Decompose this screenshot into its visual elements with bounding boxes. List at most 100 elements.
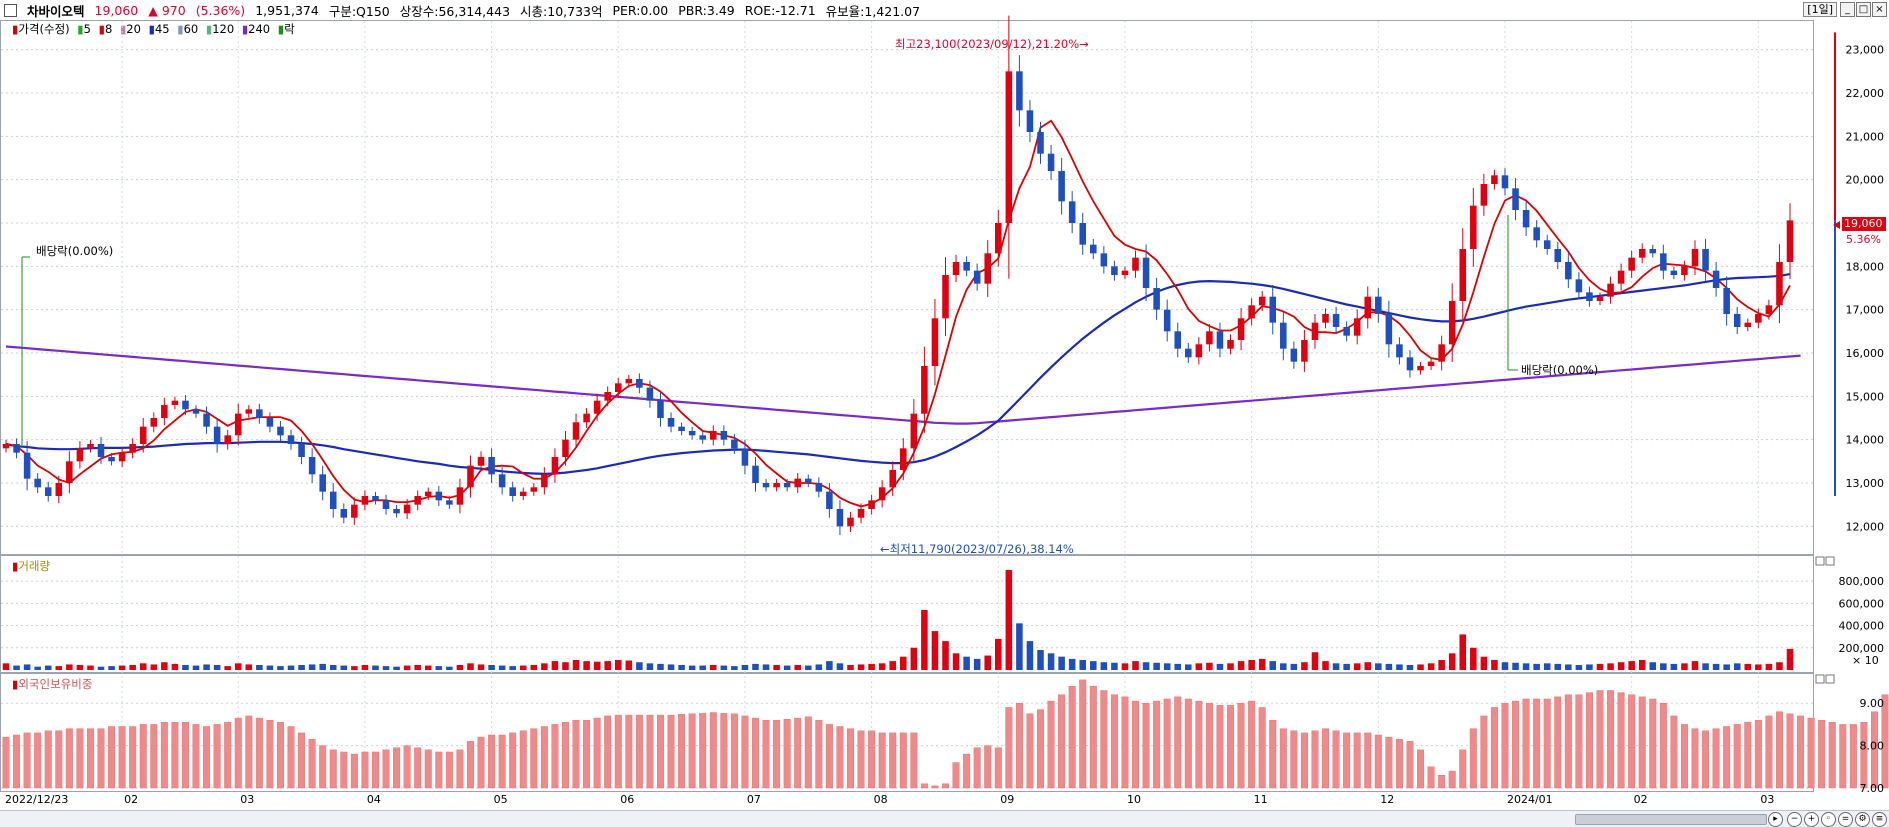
foreign-bar bbox=[1015, 703, 1023, 789]
candle-body bbox=[625, 379, 633, 384]
volume-bar bbox=[562, 662, 569, 670]
select-checkbox[interactable] bbox=[4, 3, 17, 17]
candle-body bbox=[794, 478, 801, 488]
candle-body bbox=[657, 400, 664, 418]
foreign-bar bbox=[994, 747, 1002, 789]
candle-body bbox=[583, 413, 590, 423]
foreign-bar bbox=[181, 722, 189, 789]
stock-name[interactable]: 차바이오텍 bbox=[27, 3, 85, 19]
legend-ma20[interactable]: ▮20 bbox=[119, 22, 141, 36]
candle-body bbox=[1786, 220, 1794, 262]
volume-bar bbox=[182, 665, 189, 670]
candle-body bbox=[372, 496, 379, 501]
candle-body bbox=[1132, 257, 1139, 271]
menu-icon[interactable]: ≡ bbox=[1872, 812, 1887, 827]
candle-body bbox=[329, 491, 337, 509]
volume-bar bbox=[667, 664, 675, 670]
foreign-bar bbox=[1205, 703, 1213, 789]
foreign-bar bbox=[984, 745, 992, 789]
candle-body bbox=[1533, 227, 1540, 241]
last-price-box bbox=[1842, 217, 1886, 231]
candle-body bbox=[1660, 253, 1667, 271]
candle-body bbox=[192, 409, 200, 414]
volume-bar bbox=[1755, 664, 1762, 670]
legend-ma8[interactable]: ▮8 bbox=[98, 22, 113, 36]
candle-body bbox=[1216, 331, 1224, 349]
foreign-bar bbox=[1575, 694, 1583, 789]
candle-body bbox=[1565, 262, 1572, 280]
volume-bar bbox=[1090, 661, 1097, 670]
legend-ma5[interactable]: ▮5 bbox=[77, 22, 91, 36]
volume-bar bbox=[97, 666, 105, 670]
candle-body bbox=[1111, 266, 1118, 275]
volume-tick-label: 200,000 bbox=[1839, 642, 1885, 655]
foreign-bar bbox=[340, 751, 348, 789]
pbr-value: PBR:3.49 bbox=[678, 2, 735, 18]
foreign-bar bbox=[393, 747, 401, 789]
foreign-bar bbox=[1438, 775, 1446, 789]
volume-bar bbox=[1427, 663, 1435, 670]
legend-dividend[interactable]: ▮락 bbox=[277, 22, 295, 36]
candle-body bbox=[382, 500, 390, 509]
zoom-fit-icon[interactable]: = bbox=[1838, 812, 1853, 827]
period-button[interactable]: [1일] bbox=[1803, 2, 1837, 17]
x-tick-label: 10 bbox=[1127, 793, 1141, 806]
settings-icon[interactable]: ⚙ bbox=[1855, 812, 1870, 827]
ma240-line bbox=[5, 345, 1801, 425]
foreign-bar bbox=[1079, 679, 1087, 789]
candle-body bbox=[1280, 322, 1287, 349]
zoom-reset-icon[interactable]: ◦ bbox=[1821, 812, 1836, 827]
float-value: 유보율:1,421.07 bbox=[825, 3, 921, 19]
foreign-bar bbox=[1216, 705, 1224, 789]
zoom-in-icon[interactable]: + bbox=[1804, 812, 1819, 827]
price-tick-label: 16,000 bbox=[1846, 347, 1885, 360]
legend-ma45[interactable]: ▮45 bbox=[148, 22, 170, 36]
volume-bar bbox=[1670, 663, 1678, 670]
candle-body bbox=[1723, 288, 1730, 314]
foreign-bar bbox=[361, 751, 369, 789]
candle-body bbox=[900, 448, 907, 470]
stock-chart[interactable]: 23,00022,00021,00020,00019,00018,00017,0… bbox=[0, 0, 1889, 810]
candle-body bbox=[1153, 288, 1160, 310]
volume-bar bbox=[910, 647, 918, 670]
volume-bar bbox=[1100, 662, 1108, 670]
candle-body bbox=[488, 457, 495, 475]
volume-bar bbox=[1248, 660, 1255, 670]
candle-body bbox=[498, 474, 506, 488]
candle-body bbox=[1332, 314, 1340, 327]
candle-body bbox=[1607, 283, 1614, 297]
volume-bar bbox=[1470, 647, 1477, 670]
foreign-panel-title: ▮외국인보유비중 bbox=[12, 677, 93, 691]
foreign-bar bbox=[424, 749, 432, 789]
minimize-icon[interactable]: _ bbox=[1840, 2, 1855, 17]
volume-bar bbox=[1332, 663, 1340, 670]
foreign-bar bbox=[276, 722, 284, 789]
volume-bar bbox=[783, 665, 791, 670]
horizontal-scrollbar[interactable]: ▸ − + ◦ = ⚙ ≡ bbox=[0, 810, 1889, 827]
maximize-icon[interactable]: □ bbox=[1856, 2, 1871, 17]
foreign-bar bbox=[150, 724, 158, 789]
volume-bar bbox=[1586, 664, 1593, 670]
legend-ma120[interactable]: ▮120 bbox=[205, 22, 235, 36]
candle-body bbox=[1712, 270, 1720, 288]
candle-body bbox=[836, 509, 844, 527]
volume-bar bbox=[657, 663, 664, 670]
legend-ma240[interactable]: ▮240 bbox=[241, 22, 271, 36]
volume-bar bbox=[1237, 661, 1245, 670]
foreign-bar bbox=[23, 732, 31, 789]
scroll-right-icon[interactable]: ▸ bbox=[1768, 812, 1783, 827]
close-icon[interactable]: × bbox=[1872, 2, 1887, 17]
scroll-thumb[interactable] bbox=[1575, 814, 1767, 825]
candle-body bbox=[1470, 205, 1477, 249]
dividend-label-1: 배당락(0.00%) bbox=[36, 244, 114, 258]
foreign-bar bbox=[1089, 686, 1097, 789]
volume-bar bbox=[108, 666, 115, 670]
legend-ma60[interactable]: ▮60 bbox=[177, 22, 199, 36]
x-axis-labels: 2022/12/23 02 03 04 05 06 07 08 09 10 11 12 2024/01 0… bbox=[5, 793, 1774, 806]
volume-bar bbox=[76, 665, 84, 670]
foreign-bar bbox=[720, 713, 728, 789]
legend-price[interactable]: ▮가격(수정) bbox=[12, 22, 70, 36]
x-tick-label: 02 bbox=[1634, 793, 1648, 806]
zoom-out-icon[interactable]: − bbox=[1787, 812, 1802, 827]
candle-body bbox=[1090, 244, 1097, 254]
